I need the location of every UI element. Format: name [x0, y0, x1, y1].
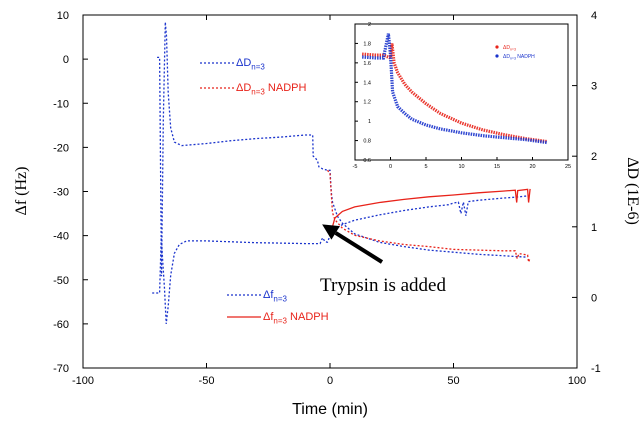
- inset-y-tick-label-0: 2: [368, 22, 371, 28]
- annotation-arrow-head: [322, 224, 340, 240]
- y-left-tick-label-4: -30: [53, 187, 69, 199]
- inset-y-tick-label-5: 1: [368, 119, 371, 125]
- main-series-group: [152, 22, 531, 324]
- inset-legend-label-1: ΔDn=3 NADPH: [503, 54, 535, 61]
- series-line-3: [329, 188, 531, 236]
- inset-y-tick-label-3: 1.4: [363, 80, 371, 86]
- legend-bottom-label-1: Δfn=3 NADPH: [263, 311, 329, 326]
- legend-bottom-label-0: Δfn=3: [263, 289, 288, 304]
- x-tick-label-1: -50: [199, 375, 215, 387]
- y-left-tick-label-7: -60: [53, 319, 69, 331]
- inset-legend-label-0: ΔDn=3: [503, 45, 516, 52]
- axis-ticks: [82, 14, 578, 369]
- inset-x-tick-label-6: 25: [565, 164, 571, 170]
- legend-top-label-0: ΔDn=3: [236, 57, 265, 72]
- x-axis-label: Time (min): [292, 401, 368, 418]
- y-right-tick-label-1: 3: [591, 81, 597, 93]
- inset-legend: ΔDn=3 ΔDn=3 NADPH: [495, 45, 535, 61]
- y-axis-left-label: Δf (Hz): [13, 167, 30, 216]
- y-axis-right-label: ΔD (1E-6): [624, 157, 641, 225]
- y-right-tick-label-3: 1: [591, 222, 597, 234]
- y-left-tick-label-5: -40: [53, 231, 69, 243]
- inset-y-tick-label-6: 0.8: [363, 139, 371, 145]
- x-tick-label-3: 50: [447, 375, 459, 387]
- legend-top-label-1: ΔDn=3 NADPH: [236, 82, 306, 97]
- inset-y-tick-label-1: 1.8: [363, 41, 371, 47]
- x-tick-label-0: -100: [72, 375, 94, 387]
- y-left-tick-label-2: -10: [53, 98, 69, 110]
- axis-tick-labels: -100 -50 0 50 100100-10-20-30-40-50-60-70432…: [53, 10, 601, 387]
- y-right-tick-label-4: 0: [591, 292, 597, 304]
- inset-x-tick-label-2: 5: [424, 164, 427, 170]
- inset-y-tick-label-7: 0.6: [363, 158, 371, 164]
- inset-x-tick-label-1: 0: [389, 164, 392, 170]
- annotation: Trypsin is added: [320, 224, 446, 296]
- y-left-tick-label-6: -50: [53, 275, 69, 287]
- y-left-tick-label-1: 0: [63, 54, 69, 66]
- inset-series-group: [361, 33, 547, 145]
- inset-ticks: -5 0 5 10 15 20 25 2 1.8 1.6 1.4 1.2 1 0.8 0.6: [353, 22, 572, 170]
- x-tick-label-2: 0: [327, 375, 333, 387]
- y-left-tick-label-8: -70: [53, 363, 69, 375]
- x-tick-label-4: 100: [568, 375, 586, 387]
- y-right-tick-label-0: 4: [591, 10, 597, 22]
- inset-series-line-0: [361, 43, 547, 144]
- annotation-text: Trypsin is added: [320, 275, 446, 296]
- legends: ΔDn=3 ΔDn=3 NADPH Δfn=3 Δfn=3 NADPH: [200, 57, 329, 326]
- annotation-arrow-line: [334, 231, 384, 264]
- series-line-2: [152, 195, 528, 324]
- inset-series-line-1: [361, 33, 547, 145]
- inset-y-tick-label-4: 1.2: [363, 100, 371, 106]
- inset-legend-marker-0: [495, 45, 499, 49]
- inset-legend-marker-1: [495, 54, 499, 58]
- y-left-tick-label-3: -20: [53, 142, 69, 154]
- inset-x-tick-label-5: 20: [529, 164, 535, 170]
- y-right-tick-label-5: -1: [591, 363, 601, 375]
- inset-y-tick-label-2: 1.6: [363, 61, 371, 67]
- inset-x-tick-label-4: 15: [494, 164, 500, 170]
- y-left-tick-label-0: 10: [57, 10, 69, 22]
- inset-x-tick-label-0: -5: [353, 164, 358, 170]
- inset-x-tick-label-3: 10: [458, 164, 464, 170]
- y-right-tick-label-2: 2: [591, 151, 597, 163]
